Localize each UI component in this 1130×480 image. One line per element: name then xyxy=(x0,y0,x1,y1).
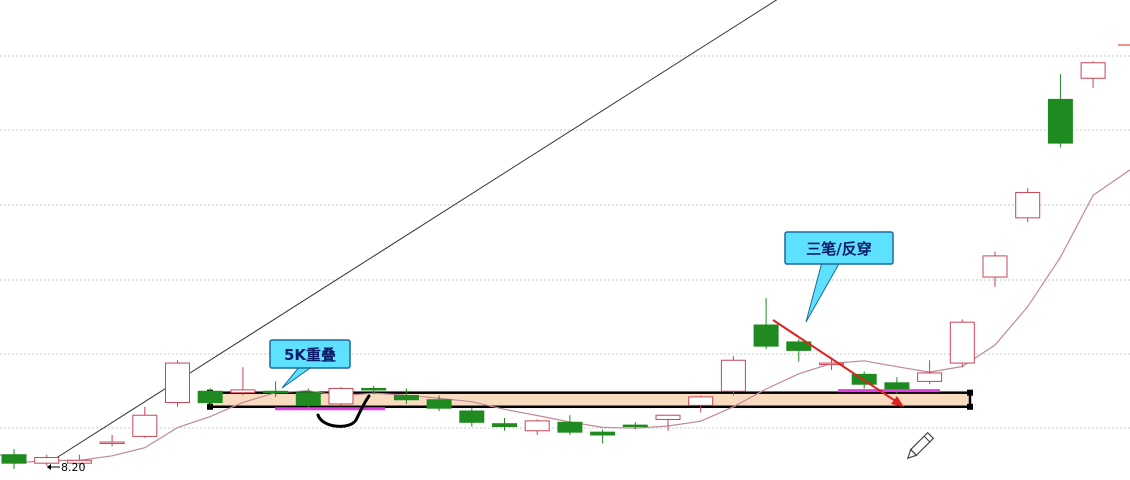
candle-body xyxy=(393,395,419,401)
candle-body xyxy=(1080,62,1106,79)
candle-body xyxy=(622,424,648,428)
callout-reversal: 三笔/反穿 xyxy=(784,231,894,323)
callout-5k-pointer xyxy=(281,365,315,389)
candle-23 xyxy=(753,298,779,349)
candle-22 xyxy=(720,356,746,396)
candle-4 xyxy=(132,406,158,438)
callout-5k-label: 5K重叠 xyxy=(284,346,336,364)
candle-12 xyxy=(393,388,419,404)
low-price-arrowhead xyxy=(47,464,51,470)
callout-reversal-box xyxy=(784,231,894,265)
candle-6 xyxy=(197,388,223,406)
candle-body xyxy=(720,359,746,392)
candle-body xyxy=(1047,98,1073,144)
candle-14 xyxy=(459,408,485,427)
candle-11 xyxy=(361,385,387,395)
candle-body xyxy=(132,414,158,437)
candle-body xyxy=(917,372,943,382)
candle-body xyxy=(753,324,779,347)
candle-body xyxy=(884,382,910,391)
zone-handle-1 xyxy=(967,389,973,396)
candle-20 xyxy=(655,414,681,431)
candle-body xyxy=(1,454,27,464)
candle-7 xyxy=(230,367,256,396)
candle-31 xyxy=(1015,188,1041,223)
zone-band xyxy=(208,391,972,409)
moving-average-line xyxy=(0,169,1130,464)
zone-handle-3 xyxy=(967,403,973,410)
callout-5k-box xyxy=(269,339,351,369)
candle-body xyxy=(688,396,714,406)
candle-body xyxy=(66,459,92,464)
candle-body xyxy=(459,410,485,423)
candle-body xyxy=(263,390,289,394)
candle-body xyxy=(99,441,125,445)
candle-body xyxy=(34,457,60,464)
candle-body xyxy=(524,420,550,432)
candle-16 xyxy=(524,419,550,435)
candle-5 xyxy=(165,360,190,407)
candle-13 xyxy=(426,395,452,412)
candle-30 xyxy=(982,251,1008,287)
candle-10 xyxy=(328,387,354,406)
candle-33 xyxy=(1080,61,1106,89)
callout-reversal-pointer xyxy=(805,261,841,323)
candle-8 xyxy=(263,381,289,397)
candle-body xyxy=(655,414,681,420)
candle-1 xyxy=(34,454,60,466)
zone-handle-2 xyxy=(207,403,213,410)
callout-5k-overlap: 5K重叠 xyxy=(269,339,351,389)
candle-body xyxy=(492,423,517,428)
candle-body xyxy=(197,390,223,404)
low-price-marker: 8.20 xyxy=(47,461,86,474)
candle-3 xyxy=(99,434,125,447)
red-arrow-line xyxy=(772,319,901,405)
candle-17 xyxy=(557,415,583,435)
candle-19 xyxy=(622,422,648,430)
candle-body xyxy=(590,431,616,436)
candle-2 xyxy=(66,454,92,465)
candle-body xyxy=(328,387,354,405)
candle-body xyxy=(982,255,1008,278)
candle-body xyxy=(361,387,387,391)
candle-28 xyxy=(917,360,943,385)
callout-reversal-label: 三笔/反穿 xyxy=(806,240,871,258)
candle-body xyxy=(230,389,256,394)
candle-32 xyxy=(1047,74,1073,148)
candle-0 xyxy=(1,449,27,469)
candle-15 xyxy=(492,418,517,431)
candle-18 xyxy=(590,429,616,444)
candles xyxy=(1,61,1106,469)
candle-body xyxy=(295,392,321,406)
candle-body xyxy=(949,321,975,364)
candle-21 xyxy=(688,395,714,413)
candle-29 xyxy=(949,319,975,368)
candle-body xyxy=(165,362,190,404)
red-arrowhead xyxy=(891,396,904,407)
candle-body xyxy=(819,362,844,366)
candle-body xyxy=(1015,191,1041,219)
low-price-label: 8.20 xyxy=(61,461,86,474)
candle-9 xyxy=(295,388,321,409)
pencil-cursor-icon xyxy=(906,431,935,460)
black-curve-mark xyxy=(316,394,371,428)
annotation-marks xyxy=(275,319,940,428)
candle-body xyxy=(557,421,583,433)
candle-body xyxy=(426,399,452,409)
